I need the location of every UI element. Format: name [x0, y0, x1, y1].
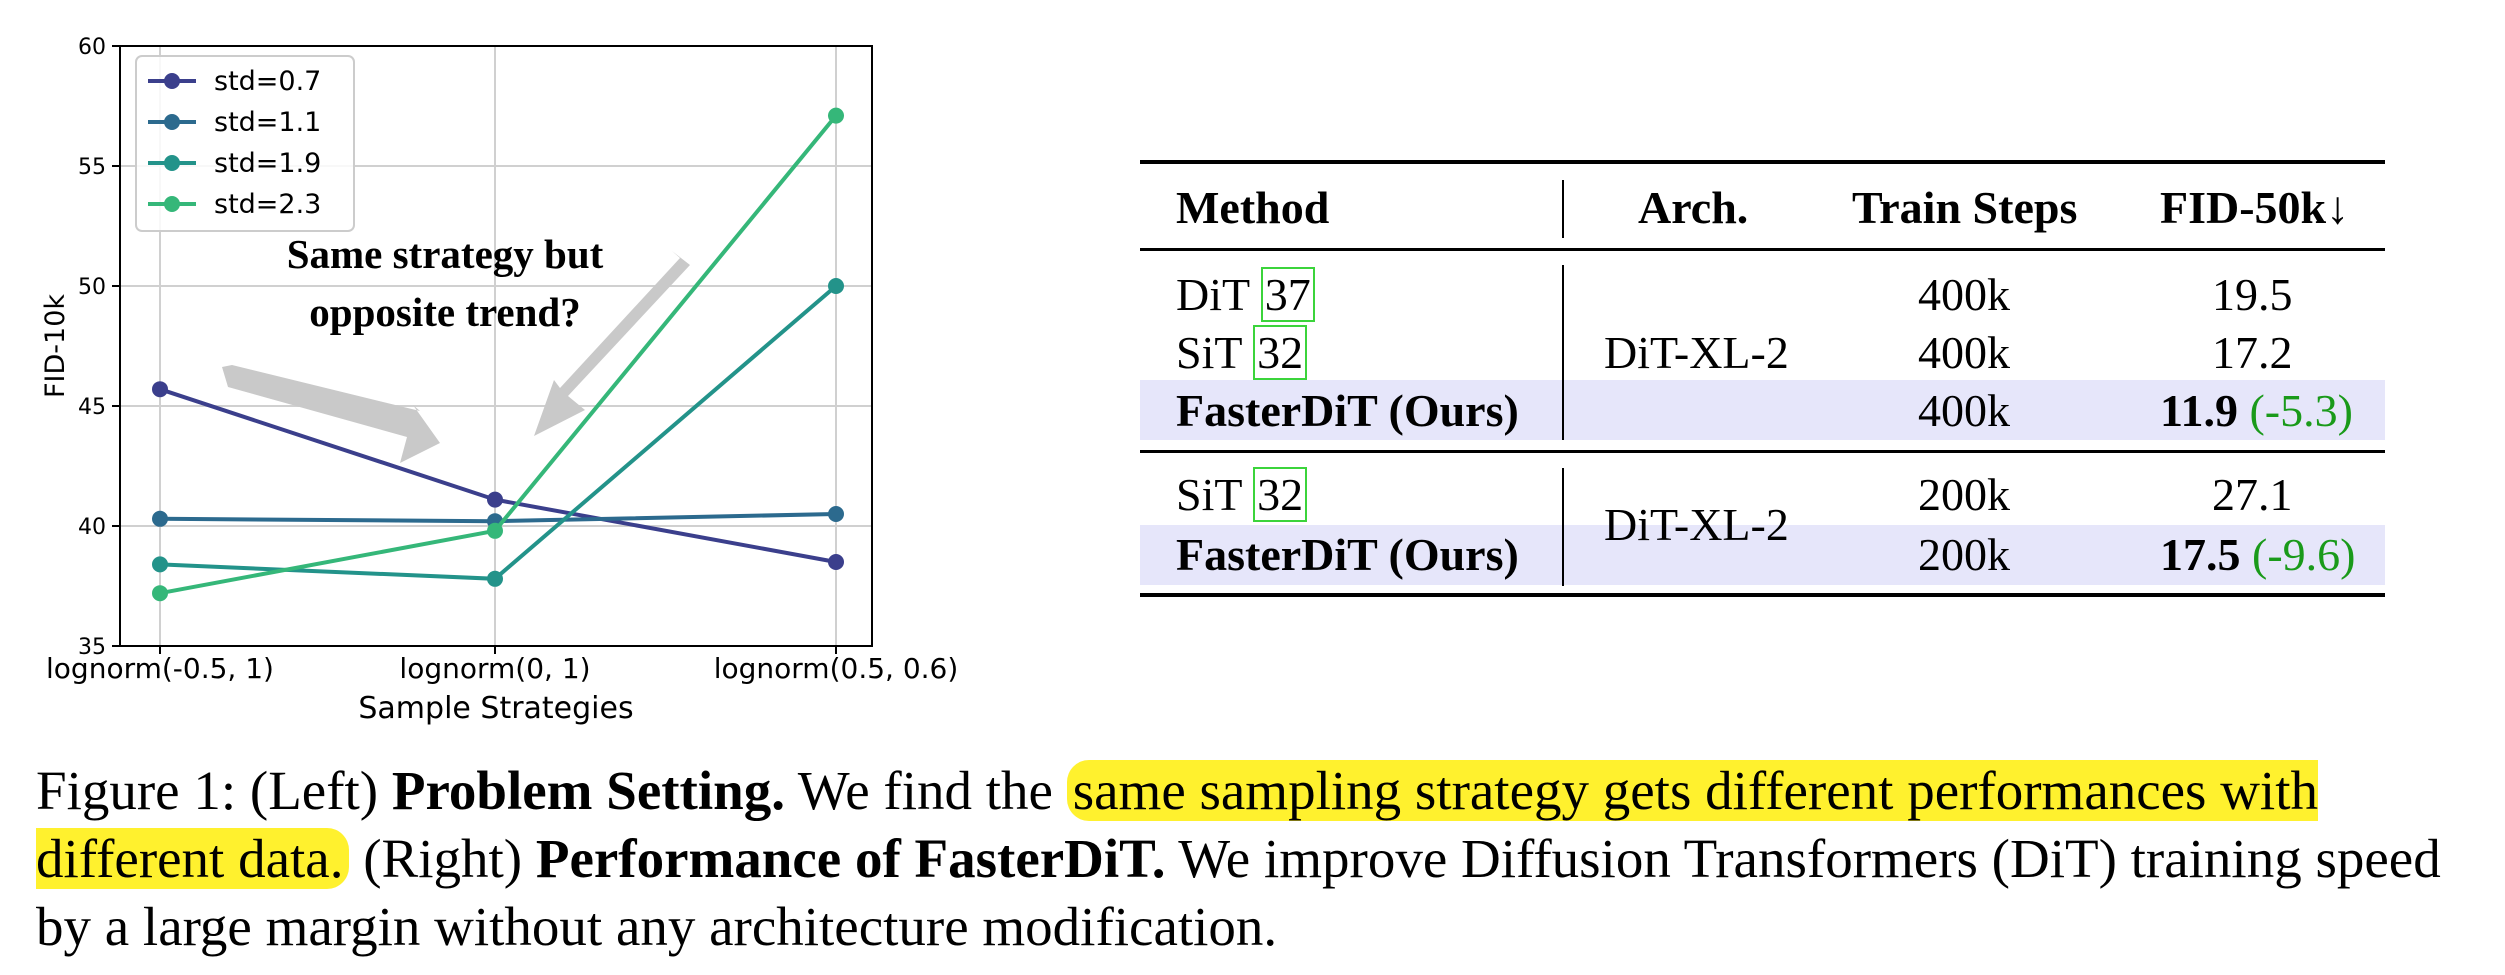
- caption-text-2: We improve Diffusion Transformers (DiT) …: [36, 828, 2441, 957]
- arch-cell: DiT-XL-2: [1604, 327, 1789, 378]
- legend-marker: [164, 114, 180, 130]
- fid-cell-ours: 17.5 (-9.6): [2160, 532, 2355, 578]
- train-steps-cell: 400k: [1918, 269, 2010, 320]
- fid-cell-ours: 11.9 (-5.3): [2160, 388, 2353, 434]
- data-point: [152, 381, 168, 398]
- method-name: DiT: [1176, 269, 1250, 320]
- group-rule: [1140, 450, 2385, 453]
- citation-link[interactable]: 37: [1260, 267, 1315, 322]
- data-point: [828, 506, 844, 522]
- table-row: SiT 32: [1176, 467, 1308, 522]
- table-bottom-rule: [1140, 593, 2385, 597]
- legend-label: std=1.9: [214, 148, 321, 179]
- x-axis-label: Sample Strategies: [358, 691, 633, 726]
- legend-marker: [164, 155, 180, 171]
- y-tick-label: 35: [78, 635, 106, 660]
- caption-text-1: We find the: [797, 760, 1053, 821]
- y-axis-label: FID-10k: [40, 294, 71, 398]
- header-separator: [1562, 180, 1564, 238]
- header-rule: [1140, 248, 2385, 251]
- caption-right-title: Performance of FasterDiT.: [535, 828, 1166, 889]
- method-name-ours: FasterDiT (Ours): [1176, 385, 1519, 436]
- group2-separator: [1562, 468, 1564, 586]
- chart-series: [152, 107, 844, 602]
- header-fid: FID-50k↓: [2160, 182, 2350, 233]
- train-steps-cell: 200k: [1918, 469, 2010, 520]
- data-point: [828, 554, 844, 570]
- caption-figure-label: Figure 1: (Left): [36, 760, 379, 821]
- train-steps-cell: 200k: [1918, 529, 2010, 580]
- x-tick-labels: lognorm(-0.5, 1) lognorm(0, 1) lognorm(0.5…: [46, 646, 958, 685]
- annotation-arrow-left: [222, 365, 440, 463]
- method-name: SiT: [1176, 469, 1242, 520]
- table-row: DiT 37: [1176, 267, 1315, 322]
- data-point: [487, 522, 503, 539]
- data-point: [152, 510, 168, 527]
- data-point: [487, 491, 503, 508]
- legend: std=0.7 std=1.1 std=1.9 std=2.3: [135, 55, 355, 232]
- y-tick-label: 45: [78, 395, 106, 420]
- legend-marker: [164, 196, 180, 212]
- legend-marker: [164, 73, 180, 89]
- method-name-ours: FasterDiT (Ours): [1176, 529, 1519, 580]
- legend-label: std=2.3: [214, 189, 321, 220]
- caption-left-title: Problem Setting.: [391, 760, 785, 821]
- fid-cell: 27.1: [2212, 469, 2293, 520]
- row-highlight-ours-200k: [1140, 525, 2385, 585]
- x-tick-label: lognorm(0.5, 0.6): [714, 652, 959, 685]
- annotation-line-2: opposite trend?: [309, 289, 580, 335]
- y-tick-label: 50: [78, 275, 106, 300]
- train-steps-cell: 400k: [1918, 327, 2010, 378]
- data-point: [152, 556, 168, 573]
- citation-link[interactable]: 32: [1253, 325, 1308, 380]
- figure-caption: Figure 1: (Left) Problem Setting. We fin…: [36, 757, 2476, 961]
- fid-value: 17.5: [2160, 529, 2241, 580]
- table-top-rule: [1140, 160, 2385, 164]
- header-method: Method: [1176, 182, 1330, 233]
- train-steps-cell: 400k: [1918, 385, 2010, 436]
- fid-delta: (-9.6): [2252, 529, 2356, 580]
- legend-box: [135, 55, 355, 232]
- arch-cell: DiT-XL-2: [1604, 499, 1789, 550]
- y-tick-label: 55: [78, 155, 106, 180]
- fid-cell: 17.2: [2212, 327, 2293, 378]
- y-tick-labels: 35 40 45 50 55 60: [78, 35, 120, 660]
- group1-separator: [1562, 265, 1564, 440]
- citation-link[interactable]: 32: [1253, 467, 1308, 522]
- row-highlight-ours-400k: [1140, 380, 2385, 440]
- fid-cell: 19.5: [2212, 269, 2293, 320]
- legend-label: std=0.7: [214, 66, 321, 97]
- y-tick-label: 60: [78, 35, 106, 60]
- annotation-arrow-right: [534, 251, 690, 436]
- method-name: SiT: [1176, 327, 1242, 378]
- annotation-line-1: Same strategy but: [287, 231, 604, 277]
- table-row: SiT 32: [1176, 325, 1308, 380]
- caption-right-label: (Right): [363, 828, 523, 889]
- data-point: [487, 570, 503, 587]
- x-tick-label: lognorm(-0.5, 1): [46, 652, 274, 685]
- header-train-steps: Train Steps: [1852, 182, 2078, 233]
- data-point: [152, 585, 168, 602]
- legend-label: std=1.1: [214, 107, 321, 138]
- y-tick-label: 40: [78, 515, 106, 540]
- fid-value: 11.9: [2160, 385, 2238, 436]
- x-tick-label: lognorm(0, 1): [399, 652, 590, 685]
- fid-line-chart: 35 40 45 50 55 60 lognorm(-0.5, 1) lognorm(0, …: [40, 35, 958, 726]
- header-arch: Arch.: [1638, 182, 1749, 233]
- fid-delta: (-5.3): [2249, 385, 2353, 436]
- data-point: [828, 278, 844, 294]
- data-point: [828, 107, 844, 124]
